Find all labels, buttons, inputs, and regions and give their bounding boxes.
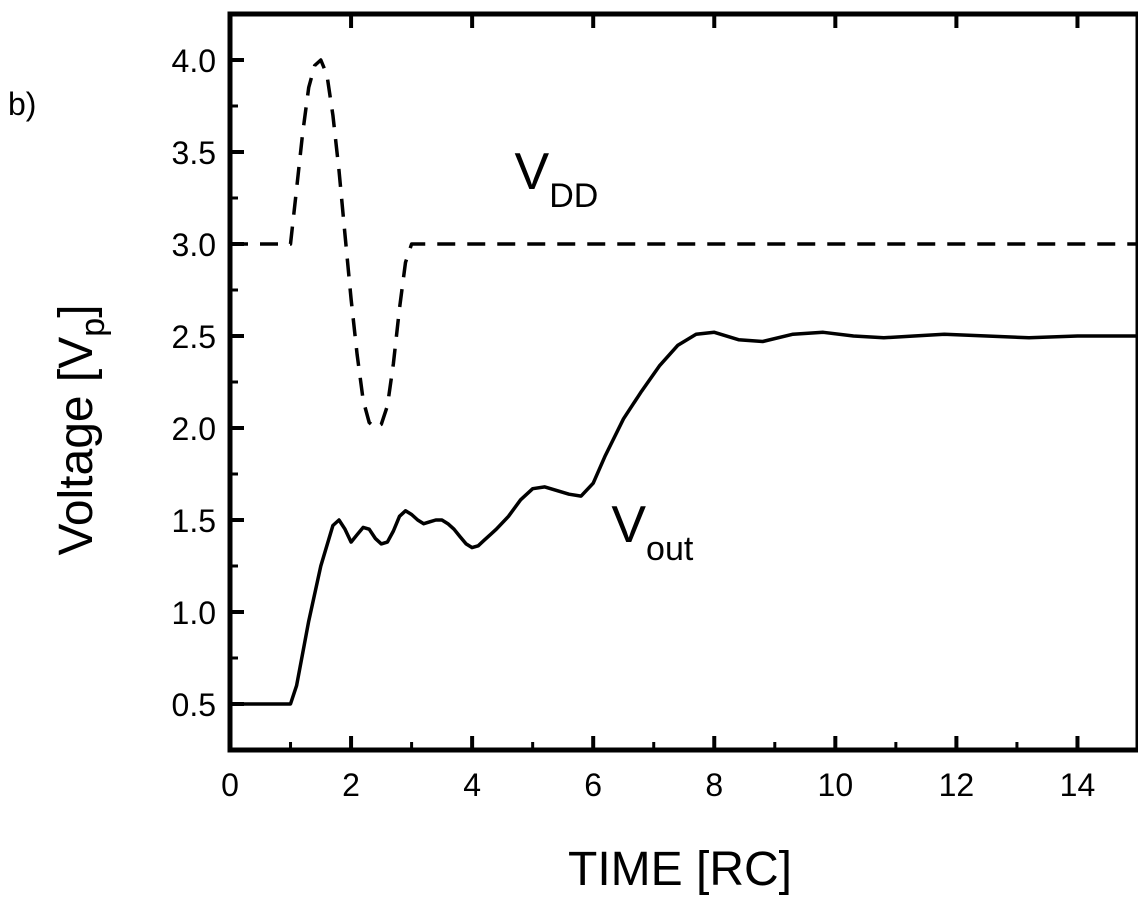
plot-axes xyxy=(227,11,1138,753)
y-tick-label: 3.5 xyxy=(172,135,216,171)
y-tick-label: 3.0 xyxy=(172,227,216,263)
y-tick-label: 1.0 xyxy=(172,595,216,631)
series-label-vout: Vout xyxy=(611,496,694,568)
y-tick-label: 0.5 xyxy=(172,687,216,723)
x-tick-label: 10 xyxy=(818,767,854,803)
y-tick-label: 4.0 xyxy=(172,43,216,79)
y-axis-title-sub: p xyxy=(74,318,112,337)
y-axis-title-main: Voltage [V xyxy=(50,337,103,556)
y-axis-title-close: ] xyxy=(50,304,103,317)
plot-frame xyxy=(227,11,1138,753)
series-line-vout xyxy=(230,330,1138,706)
series-label-vdd: VDD xyxy=(515,143,599,215)
panel-label: b) xyxy=(8,86,36,122)
y-tick-label: 2.5 xyxy=(172,319,216,355)
x-tick-label: 4 xyxy=(463,767,481,803)
series-group xyxy=(230,58,1138,706)
x-axis-title: TIME [RC] xyxy=(568,843,792,896)
x-tick-label: 14 xyxy=(1060,767,1096,803)
series-labels: VDD Vout xyxy=(515,143,694,568)
x-tick-label: 6 xyxy=(584,767,602,803)
x-tick-label: 12 xyxy=(939,767,975,803)
x-tick-label: 2 xyxy=(342,767,360,803)
x-tick-label: 0 xyxy=(221,767,239,803)
x-tick-label: 8 xyxy=(705,767,723,803)
x-axis: 0 2 4 6 8 10 12 14 xyxy=(221,14,1095,803)
series-line-vdd xyxy=(230,58,1138,430)
y-axis: 0.5 1.0 1.5 2.0 2.5 3.0 3.5 4.0 xyxy=(172,12,244,752)
y-axis-title: Voltage [Vp] xyxy=(50,304,112,555)
y-tick-label: 2.0 xyxy=(172,411,216,447)
y-tick-label: 1.5 xyxy=(172,503,216,539)
